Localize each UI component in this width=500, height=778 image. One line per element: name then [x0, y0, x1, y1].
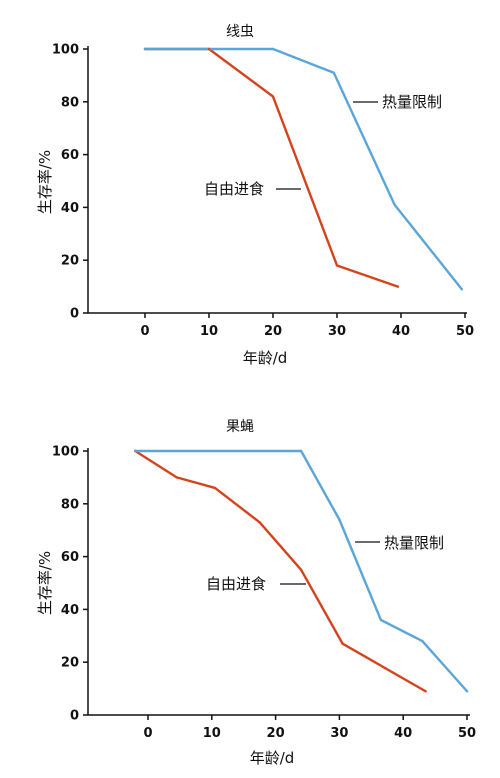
x-tick-label: 20	[267, 726, 285, 741]
data-point-caloric-restriction	[143, 47, 147, 51]
data-point-caloric-restriction	[332, 71, 335, 74]
data-point-ad-libitum	[258, 521, 261, 524]
y-axis-label: 生存率/%	[36, 150, 54, 214]
x-tick-label: 10	[200, 324, 218, 339]
x-ticks: 0 10 20 30 40 50	[143, 715, 476, 741]
series-line-caloric-restriction	[143, 47, 463, 291]
x-axis-label: 年龄/d	[243, 349, 288, 367]
x-tick-label: 20	[264, 324, 282, 339]
y-tick-label: 40	[61, 603, 79, 618]
chart-nematode: 线虫 生存率/% 年龄/d 0 20 40 60 80 100 0 10 20 30 40 50 自…	[36, 24, 474, 367]
x-ticks: 0 10 20 30 40 50	[140, 313, 474, 339]
data-point-ad-libitum	[341, 642, 344, 645]
data-point-ad-libitum	[207, 47, 211, 51]
x-tick-label: 30	[330, 726, 348, 741]
data-point-caloric-restriction	[465, 690, 469, 693]
y-tick-label: 0	[70, 709, 79, 724]
series-label-caloric-restriction: 热量限制	[384, 534, 444, 552]
data-point-ad-libitum	[396, 285, 399, 288]
x-tick-label: 50	[458, 726, 476, 741]
x-tick-label: 10	[203, 726, 221, 741]
y-tick-label: 60	[61, 148, 79, 163]
data-point-caloric-restriction	[379, 618, 383, 622]
series-line-ad-libitum	[134, 449, 427, 693]
series-points	[143, 47, 463, 291]
x-tick-label: 30	[328, 324, 346, 339]
data-point-caloric-restriction	[421, 639, 424, 643]
series-label-ad-libitum: 自由进食	[206, 575, 266, 593]
y-tick-label: 100	[52, 445, 79, 460]
x-tick-label: 0	[140, 324, 149, 339]
y-ticks: 0 20 40 60 80 100	[52, 43, 88, 322]
x-axis-label: 年龄/d	[250, 749, 295, 767]
y-axis-label: 生存率/%	[36, 551, 54, 615]
data-point-caloric-restriction	[460, 288, 463, 291]
chart-title: 线虫	[226, 24, 254, 40]
y-tick-label: 40	[61, 201, 79, 216]
chart-fruit-fly: 果蝇 生存率/% 年龄/d 0 20 40 60 80 100 0 10 20 30 40 50 自…	[36, 419, 476, 767]
data-point-caloric-restriction	[271, 47, 275, 51]
y-tick-label: 60	[61, 550, 79, 565]
x-tick-label: 40	[392, 324, 410, 339]
y-tick-label: 20	[61, 254, 79, 269]
data-point-caloric-restriction	[393, 203, 396, 206]
x-tick-label: 40	[394, 726, 412, 741]
y-tick-label: 100	[52, 43, 79, 58]
series-label-ad-libitum: 自由进食	[204, 180, 264, 198]
x-tick-label: 50	[456, 324, 474, 339]
data-point-ad-libitum	[213, 486, 217, 490]
data-point-caloric-restriction	[134, 449, 137, 453]
y-ticks: 0 20 40 60 80 100	[52, 445, 88, 724]
data-point-ad-libitum	[271, 95, 275, 98]
data-point-ad-libitum	[175, 476, 178, 479]
y-tick-label: 20	[61, 656, 79, 671]
series-line-caloric-restriction	[134, 449, 469, 693]
data-point-caloric-restriction	[338, 518, 341, 521]
data-point-ad-libitum	[335, 264, 339, 267]
data-point-caloric-restriction	[299, 449, 303, 453]
series-points	[134, 449, 469, 693]
data-point-ad-libitum	[299, 568, 303, 571]
series-label-caloric-restriction: 热量限制	[382, 93, 442, 111]
y-tick-label: 0	[70, 307, 79, 322]
x-tick-label: 0	[143, 726, 152, 741]
y-tick-label: 80	[61, 497, 79, 512]
series-line-ad-libitum	[143, 47, 399, 288]
data-point-ad-libitum	[424, 690, 427, 693]
y-tick-label: 80	[61, 95, 79, 110]
chart-title: 果蝇	[226, 419, 254, 435]
